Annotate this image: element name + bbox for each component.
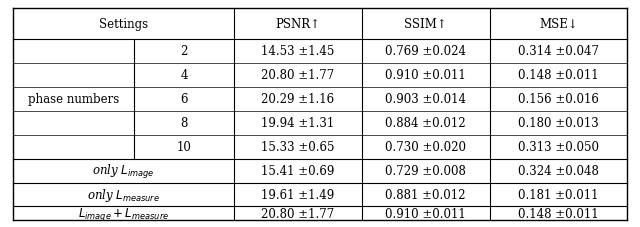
Text: only $L_{image}$: only $L_{image}$ — [92, 162, 154, 180]
Text: 14.53 ±1.45: 14.53 ±1.45 — [261, 45, 334, 58]
Text: $L_{image} + L_{measure}$: $L_{image} + L_{measure}$ — [77, 205, 169, 222]
Text: 0.148 ±0.011: 0.148 ±0.011 — [518, 69, 598, 82]
Text: 4: 4 — [180, 69, 188, 82]
Text: 0.910 ±0.011: 0.910 ±0.011 — [385, 69, 466, 82]
Text: Settings: Settings — [99, 18, 148, 31]
Text: 0.324 ±0.048: 0.324 ±0.048 — [518, 164, 599, 177]
Text: PSNR↑: PSNR↑ — [275, 18, 320, 31]
Text: 6: 6 — [180, 93, 188, 106]
Text: 0.148 ±0.011: 0.148 ±0.011 — [518, 207, 598, 220]
Text: SSIM↑: SSIM↑ — [404, 18, 447, 31]
Text: 2: 2 — [180, 45, 188, 58]
Text: 19.94 ±1.31: 19.94 ±1.31 — [261, 117, 334, 130]
Text: MSE↓: MSE↓ — [539, 18, 578, 31]
Text: 0.313 ±0.050: 0.313 ±0.050 — [518, 141, 599, 153]
Text: 20.80 ±1.77: 20.80 ±1.77 — [261, 69, 334, 82]
Text: only $L_{measure}$: only $L_{measure}$ — [86, 186, 160, 203]
Text: 0.314 ±0.047: 0.314 ±0.047 — [518, 45, 599, 58]
Text: 15.41 ±0.69: 15.41 ±0.69 — [261, 164, 334, 177]
Text: phase numbers: phase numbers — [28, 93, 119, 106]
Text: 0.180 ±0.013: 0.180 ±0.013 — [518, 117, 599, 130]
Text: 8: 8 — [180, 117, 188, 130]
Text: 0.769 ±0.024: 0.769 ±0.024 — [385, 45, 466, 58]
Text: 0.903 ±0.014: 0.903 ±0.014 — [385, 93, 466, 106]
Text: 0.730 ±0.020: 0.730 ±0.020 — [385, 141, 466, 153]
Text: 15.33 ±0.65: 15.33 ±0.65 — [261, 141, 334, 153]
Text: 20.80 ±1.77: 20.80 ±1.77 — [261, 207, 334, 220]
Text: 0.881 ±0.012: 0.881 ±0.012 — [385, 188, 466, 201]
Text: 0.729 ±0.008: 0.729 ±0.008 — [385, 164, 466, 177]
Text: 0.884 ±0.012: 0.884 ±0.012 — [385, 117, 466, 130]
Text: 19.61 ±1.49: 19.61 ±1.49 — [261, 188, 334, 201]
Text: 10: 10 — [177, 141, 191, 153]
Text: 0.181 ±0.011: 0.181 ±0.011 — [518, 188, 598, 201]
Text: 0.156 ±0.016: 0.156 ±0.016 — [518, 93, 599, 106]
Text: 0.910 ±0.011: 0.910 ±0.011 — [385, 207, 466, 220]
Text: 20.29 ±1.16: 20.29 ±1.16 — [261, 93, 334, 106]
